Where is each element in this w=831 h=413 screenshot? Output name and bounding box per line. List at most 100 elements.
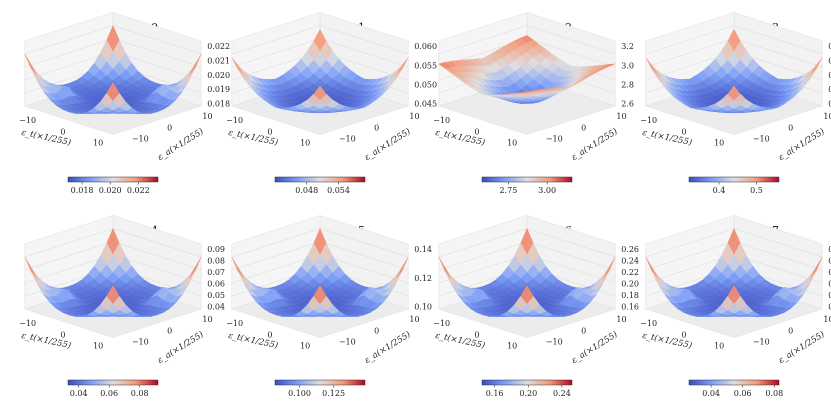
z-tick-label: 0.24: [621, 257, 639, 266]
z-tick-label: 0.045: [414, 99, 437, 108]
y-axis-label: ε_a(×1/255): [156, 126, 206, 163]
subplot-7: Data No. 70.030.040.050.060.070.08ℒ(x)−1…: [640, 216, 831, 399]
y-axis-label: ε_a(×1/255): [777, 126, 827, 163]
colorbar-tick-label: 3.00: [538, 186, 556, 195]
x-tick-label: 0: [681, 330, 686, 339]
colorbar: [68, 177, 158, 182]
x-tick-label: −10: [433, 319, 450, 328]
colorbar-tick-label: 0.24: [553, 389, 571, 398]
z-tick-label: 0.07: [207, 268, 225, 277]
colorbar-tick-label: 0.125: [322, 389, 345, 398]
y-axis-label: ε_a(×1/255): [777, 329, 827, 366]
x-tick-label: 10: [507, 139, 517, 148]
y-tick-label: 0: [788, 123, 793, 132]
x-tick-label: −10: [19, 116, 36, 125]
colorbar-tick-label: 0.022: [127, 186, 150, 195]
z-tick-label: 0.20: [621, 280, 639, 289]
z-tick-label: 0.14: [414, 245, 432, 254]
x-tick-label: −10: [433, 116, 450, 125]
z-tick-label: 0.050: [414, 80, 437, 89]
x-tick-label: 0: [474, 330, 479, 339]
colorbar: [275, 380, 365, 385]
x-tick-label: 10: [714, 139, 724, 148]
y-tick-label: −10: [546, 135, 563, 144]
x-tick-label: 10: [93, 342, 103, 351]
colorbar-tick-label: 2.75: [499, 186, 517, 195]
z-tick-label: 2.6: [621, 99, 634, 108]
colorbar: [689, 177, 779, 182]
z-tick-label: 0.020: [207, 71, 230, 80]
y-tick-label: 0: [788, 326, 793, 335]
y-tick-label: −10: [546, 338, 563, 347]
x-tick-label: −10: [226, 116, 243, 125]
colorbar-tick-label: 0.04: [702, 389, 720, 398]
y-tick-label: 10: [823, 112, 831, 121]
z-tick-label: 0.22: [621, 268, 639, 277]
y-tick-label: 0: [581, 326, 586, 335]
y-tick-label: 10: [823, 315, 831, 324]
x-tick-label: 10: [93, 139, 103, 148]
colorbar-tick-label: 0.04: [70, 389, 88, 398]
x-tick-label: 0: [267, 330, 272, 339]
y-axis-label: ε_a(×1/255): [363, 126, 413, 163]
colorbar: [68, 380, 158, 385]
y-tick-label: 10: [409, 112, 419, 121]
subplot-2: Data No. 22.62.83.03.2ℒ(x)−10010−10010ε_…: [433, 13, 661, 196]
colorbar-tick-label: 0.16: [486, 389, 504, 398]
subplot-3: Data No. 30.350.400.450.500.55ℒ(x)−10010…: [640, 13, 831, 196]
z-tick-label: 0.06: [207, 280, 225, 289]
z-tick-label: 2.8: [621, 80, 634, 89]
x-tick-label: −10: [19, 319, 36, 328]
colorbar: [482, 380, 572, 385]
y-tick-label: −10: [132, 135, 149, 144]
z-tick-label: 0.08: [207, 257, 225, 266]
subplot-4: Data No. 40.040.050.060.070.080.09ℒ(x)−1…: [19, 216, 247, 399]
colorbar-tick-label: 0.08: [765, 389, 783, 398]
z-tick-label: 0.18: [621, 291, 639, 300]
y-tick-label: −10: [339, 338, 356, 347]
subplot-1: Data No. 10.0450.0500.0550.060ℒ(x)−10010…: [226, 13, 454, 196]
x-tick-label: 0: [267, 127, 272, 136]
colorbar-tick-label: 0.06: [100, 389, 118, 398]
y-tick-label: 10: [616, 315, 626, 324]
y-tick-label: 0: [581, 123, 586, 132]
z-tick-label: 0.055: [414, 61, 437, 70]
x-tick-label: −10: [226, 319, 243, 328]
y-tick-label: 10: [202, 315, 212, 324]
x-tick-label: 10: [300, 342, 310, 351]
y-tick-label: 10: [616, 112, 626, 121]
z-tick-label: 0.022: [207, 42, 230, 51]
subplot-6: Data No. 60.160.180.200.220.240.26ℒ(x)−1…: [433, 216, 661, 399]
x-tick-label: 0: [60, 330, 65, 339]
z-tick-label: 0.021: [207, 57, 230, 66]
colorbar: [482, 177, 572, 182]
x-tick-label: 0: [474, 127, 479, 136]
colorbar: [275, 177, 365, 182]
subplot-5: Data No. 50.100.120.14ℒ(x)−10010−10010ε_…: [226, 216, 454, 399]
y-tick-label: −10: [132, 338, 149, 347]
z-tick-label: 0.12: [414, 274, 432, 283]
colorbar-tick-label: 0.018: [71, 186, 94, 195]
y-tick-label: 0: [374, 123, 379, 132]
y-tick-label: 0: [167, 326, 172, 335]
y-tick-label: 10: [409, 315, 419, 324]
z-tick-label: 0.10: [414, 302, 432, 311]
colorbar: [689, 380, 779, 385]
colorbar-tick-label: 0.08: [131, 389, 149, 398]
z-tick-label: 0.018: [207, 99, 230, 108]
subplot-0: Data No. 00.0180.0190.0200.0210.022ℒ(x)−…: [19, 13, 247, 196]
y-tick-label: 10: [202, 112, 212, 121]
z-tick-label: 0.04: [207, 302, 225, 311]
z-tick-label: 3.2: [621, 42, 634, 51]
colorbar-tick-label: 0.06: [734, 389, 752, 398]
z-tick-label: 0.26: [621, 245, 639, 254]
y-tick-label: −10: [753, 135, 770, 144]
y-axis-label: ε_a(×1/255): [156, 329, 206, 366]
z-tick-label: 0.060: [414, 42, 437, 51]
x-tick-label: 0: [60, 127, 65, 136]
x-tick-label: −10: [640, 319, 657, 328]
z-tick-label: 0.09: [207, 245, 225, 254]
y-tick-label: −10: [753, 338, 770, 347]
y-axis-label: ε_a(×1/255): [363, 329, 413, 366]
x-tick-label: 10: [300, 139, 310, 148]
